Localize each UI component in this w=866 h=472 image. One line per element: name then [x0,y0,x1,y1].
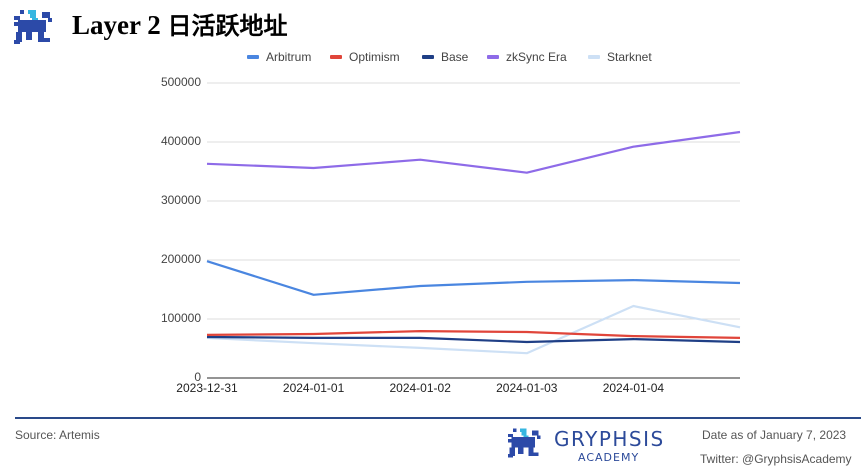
y-tick-label: 200000 [160,252,201,266]
legend-swatch-zksync [487,55,499,59]
legend-swatch-base [422,55,434,59]
y-tick-label: 400000 [160,134,201,148]
series-line-zksync-era[interactable] [206,130,741,174]
x-tick-label: 2024-01-02 [389,381,451,395]
twitter-handle: Twitter: @GryphsisAcademy [700,452,852,466]
legend-label: Base [441,50,469,64]
brand-logo: GRYPHSIS ACADEMY [506,425,666,465]
legend-item-optimism[interactable]: Optimism [330,50,400,64]
brand-name: GRYPHSIS [554,427,665,451]
legend-swatch-arbitrum [247,55,259,59]
x-tick-label: 2024-01-03 [496,381,558,395]
legend-swatch-starknet [588,55,600,59]
y-tick-label: 300000 [160,193,201,207]
series-line-base[interactable] [206,335,741,344]
date-note: Date as of January 7, 2023 [702,428,847,442]
footer-divider [15,417,861,419]
legend-item-arbitrum[interactable]: Arbitrum [247,50,311,64]
series-line-starknet[interactable] [206,304,741,355]
series-line-optimism[interactable] [206,330,741,339]
title-cn: 日活跃地址 [167,12,288,40]
x-tick-label: 2024-01-01 [282,381,345,395]
legend-item-starknet[interactable]: Starknet [588,50,652,64]
gryphon-logo-icon [14,10,52,44]
legend-label: Arbitrum [266,50,312,64]
title-en: Layer 2 [72,10,168,40]
chart-legend: Arbitrum Optimism Base zkSync Era Starkn… [0,50,866,66]
legend-swatch-optimism [330,55,342,59]
series-line-arbitrum[interactable] [206,260,741,296]
header: Layer 2 日活跃地址 [0,0,866,48]
legend-label: zkSync Era [506,50,567,64]
x-tick-label: 2024-01-04 [602,381,665,395]
gryphon-logo-icon [508,428,541,458]
y-tick-label: 0 [194,370,201,384]
brand-subtitle: ACADEMY [578,451,640,464]
legend-item-base[interactable]: Base [422,50,468,64]
y-tick-label: 100000 [160,311,201,325]
legend-label: Starknet [607,50,652,64]
legend-label: Optimism [349,50,400,64]
legend-item-zksync[interactable]: zkSync Era [487,50,567,64]
x-tick-label: 2023-12-31 [176,381,238,395]
y-tick-label: 500000 [160,75,201,89]
page-title: Layer 2 日活跃地址 [72,6,288,41]
source-note: Source: Artemis [15,428,100,442]
